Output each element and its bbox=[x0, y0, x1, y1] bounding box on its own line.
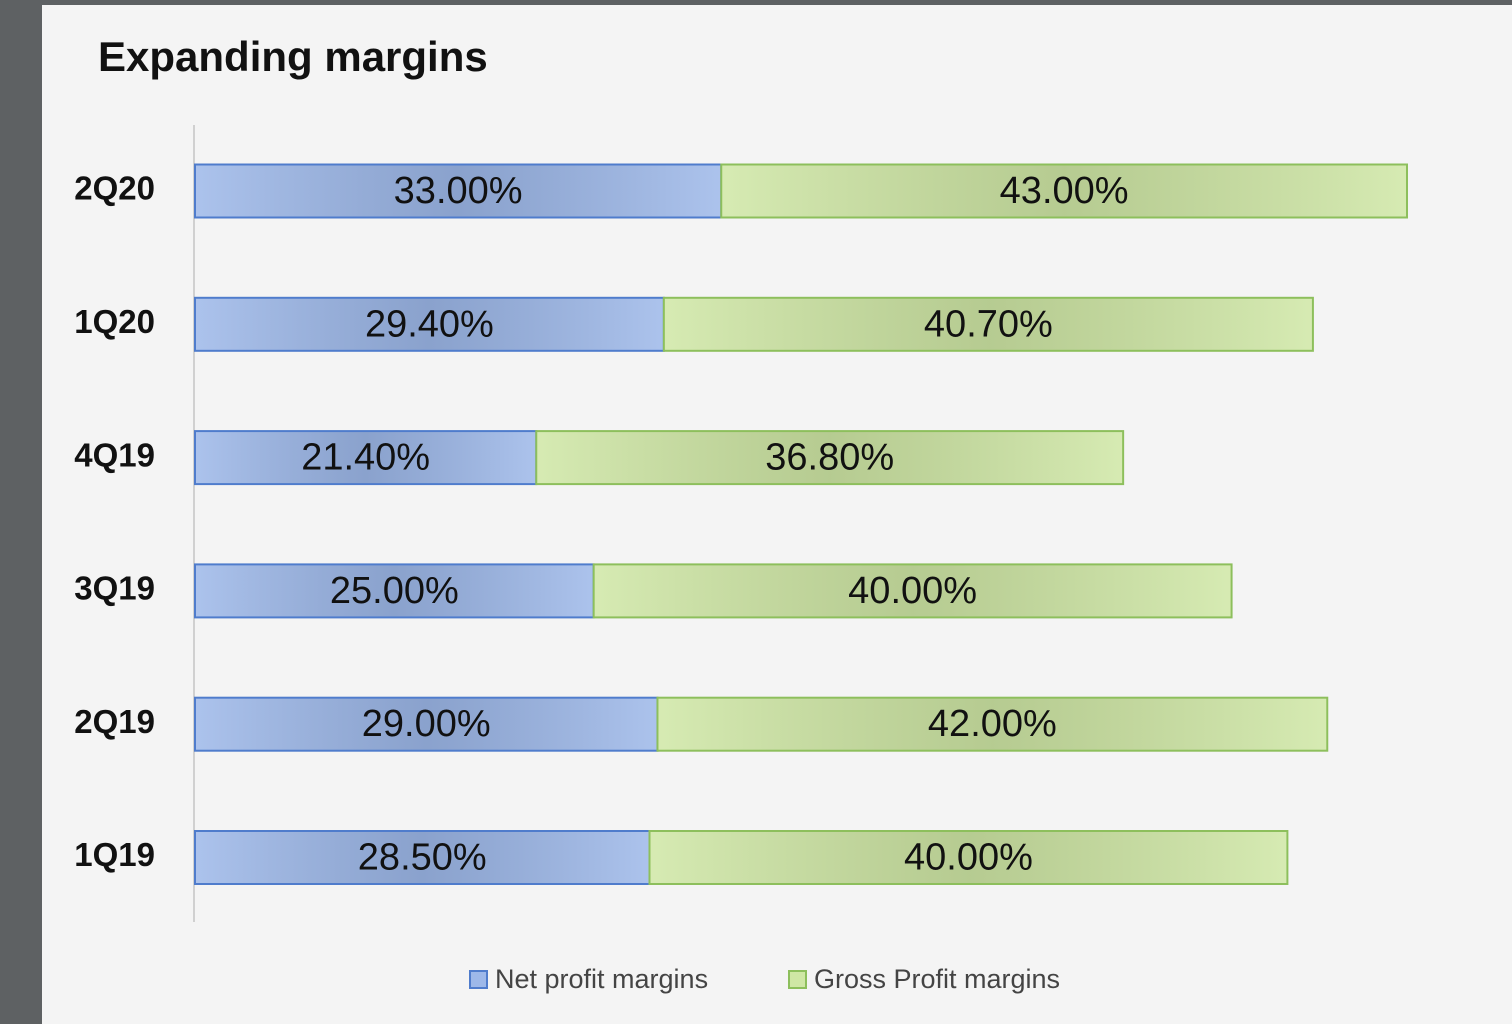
bar-shade bbox=[664, 298, 1312, 350]
y-tick-label: 4Q19 bbox=[74, 436, 155, 473]
data-label: 21.40% bbox=[301, 437, 430, 479]
bar-shade bbox=[196, 432, 536, 484]
y-tick-label: 2Q19 bbox=[74, 703, 155, 740]
legend-swatch bbox=[469, 970, 488, 989]
data-label: 33.00% bbox=[394, 170, 523, 212]
data-label: 42.00% bbox=[928, 703, 1057, 745]
data-label: 25.00% bbox=[330, 570, 459, 612]
bar-shade bbox=[722, 165, 1406, 217]
y-tick-label: 2Q20 bbox=[74, 170, 155, 207]
bar-shade bbox=[196, 298, 663, 350]
data-label: 36.80% bbox=[765, 437, 894, 479]
legend-label: Net profit margins bbox=[495, 964, 708, 994]
bar-shade bbox=[196, 832, 649, 883]
y-tick-label: 3Q19 bbox=[74, 570, 155, 607]
legend-label: Gross Profit margins bbox=[814, 964, 1060, 994]
y-tick-label: 1Q20 bbox=[74, 303, 155, 340]
data-label: 43.00% bbox=[1000, 170, 1129, 212]
bar-shade bbox=[537, 432, 1123, 484]
data-label: 28.50% bbox=[358, 837, 487, 879]
bar-shade bbox=[196, 698, 657, 750]
data-label: 29.00% bbox=[362, 703, 491, 745]
bar-shade bbox=[658, 698, 1327, 750]
legend-swatch bbox=[788, 970, 807, 989]
bar-shade bbox=[594, 565, 1231, 617]
bar-shade bbox=[196, 165, 721, 217]
data-label: 29.40% bbox=[365, 303, 494, 345]
bar-shade bbox=[650, 832, 1287, 883]
bar-shade bbox=[196, 565, 593, 617]
y-tick-label: 1Q19 bbox=[74, 836, 155, 873]
chart-title: Expanding margins bbox=[98, 33, 488, 80]
data-label: 40.00% bbox=[848, 570, 977, 612]
data-label: 40.00% bbox=[904, 837, 1033, 879]
data-label: 40.70% bbox=[924, 303, 1053, 345]
